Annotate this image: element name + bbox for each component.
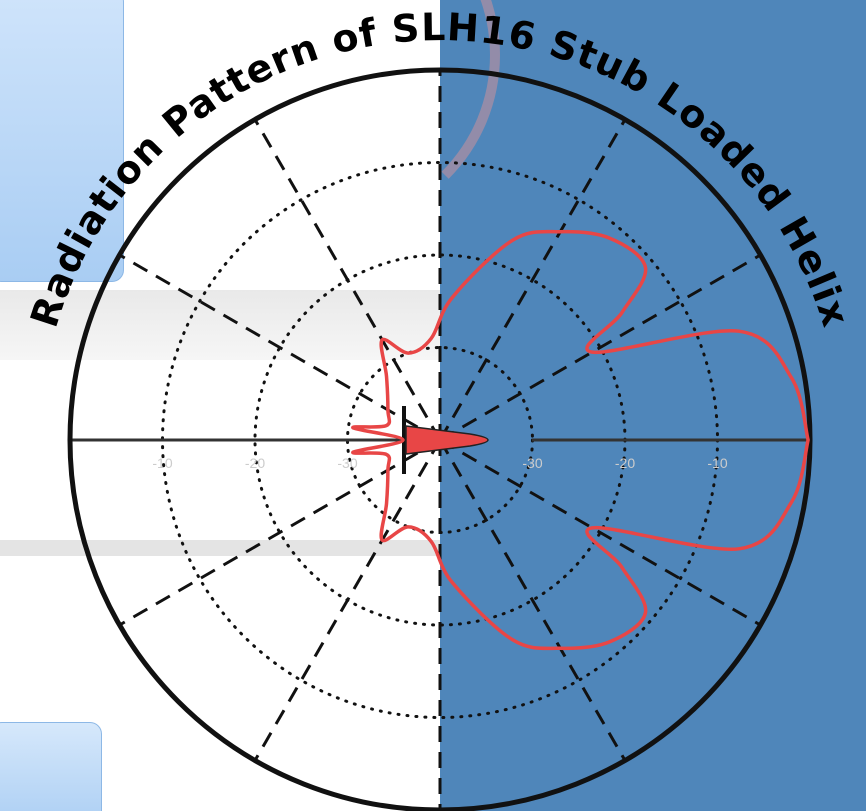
grid-spoke <box>118 253 441 442</box>
grid-spoke <box>253 118 442 441</box>
grid-spoke <box>439 438 762 627</box>
tick-labels: -10 -20 -30 -30 -20 -10 <box>152 455 727 471</box>
tick-label-right: -10 <box>707 455 727 471</box>
grid-spoke <box>438 118 627 441</box>
decorative-panel-top <box>0 0 124 282</box>
grid-spoke <box>439 253 762 442</box>
decorative-panel-bottom <box>0 722 102 811</box>
decorative-band-lower <box>0 540 440 556</box>
outer-ring <box>67 67 813 811</box>
tick-label-right: -20 <box>615 455 635 471</box>
tick-label-right: -30 <box>522 455 542 471</box>
grid-spoke <box>438 439 627 762</box>
pattern-layer <box>351 229 810 651</box>
tick-label-left: -30 <box>337 455 357 471</box>
tick-label-left: -20 <box>245 455 265 471</box>
decorative-band <box>0 290 440 360</box>
grid-spoke <box>253 439 442 762</box>
center-marker <box>405 425 489 455</box>
tick-label-left: -10 <box>152 455 172 471</box>
pattern-line <box>351 229 810 651</box>
